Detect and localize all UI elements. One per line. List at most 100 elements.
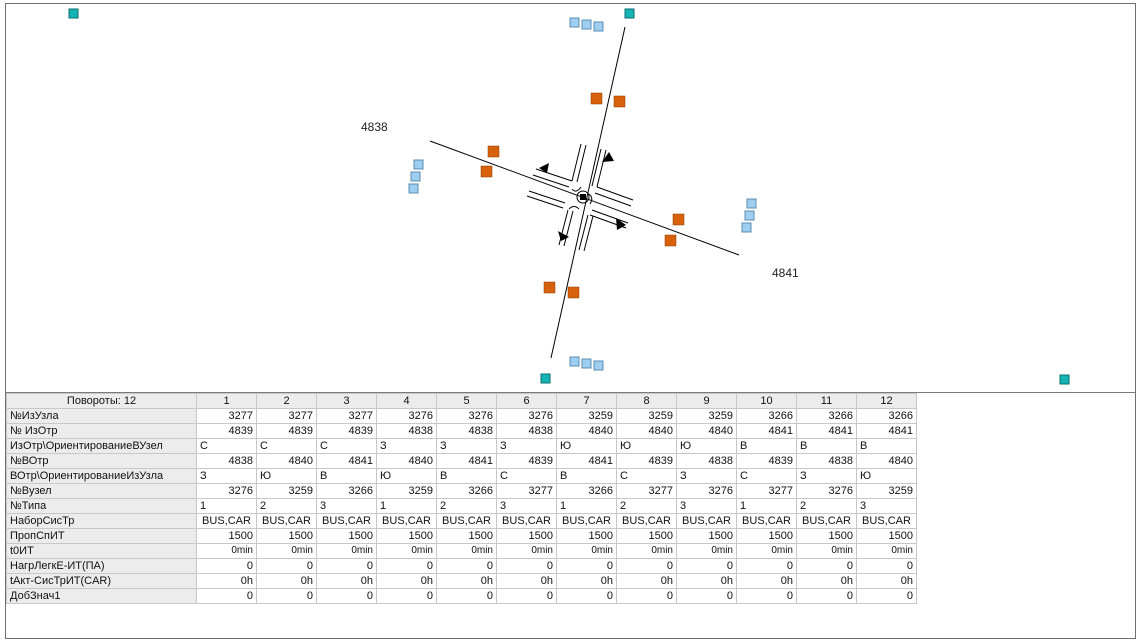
- table-cell[interactable]: 0: [196, 558, 257, 574]
- table-cell[interactable]: 4840: [616, 423, 677, 439]
- table-cell[interactable]: 0: [736, 588, 797, 604]
- table-cell[interactable]: 0: [316, 588, 377, 604]
- table-row[interactable]: №Типа 1 2 3 1 2 3 1 2 3 1 2 3: [6, 498, 917, 514]
- table-row[interactable]: ДобЗнач1 0 0 0 0 0 0 0 0 0 0 0 0: [6, 588, 917, 604]
- table-cell[interactable]: З: [376, 438, 437, 454]
- table-cell[interactable]: 3277: [316, 408, 377, 424]
- table-cell[interactable]: 0h: [736, 573, 797, 589]
- table-cell[interactable]: 4839: [496, 453, 557, 469]
- table-cell[interactable]: 1500: [316, 528, 377, 544]
- table-cell[interactable]: 0: [556, 558, 617, 574]
- table-cell[interactable]: Ю: [256, 468, 317, 484]
- table-cell[interactable]: 3276: [796, 483, 857, 499]
- table-cell[interactable]: З: [796, 468, 857, 484]
- table-cell[interactable]: Ю: [376, 468, 437, 484]
- table-cell[interactable]: 4841: [556, 453, 617, 469]
- connector-squares[interactable]: [480, 92, 685, 299]
- table-cell[interactable]: BUS,CAR: [496, 513, 557, 529]
- table-cell[interactable]: 0: [376, 558, 437, 574]
- table-cell[interactable]: 0h: [436, 573, 497, 589]
- column-header-2[interactable]: 2: [256, 393, 317, 409]
- table-cell[interactable]: 2: [436, 498, 497, 514]
- table-cell[interactable]: 3277: [256, 408, 317, 424]
- table-cell[interactable]: 0h: [616, 573, 677, 589]
- table-cell[interactable]: 4839: [316, 423, 377, 439]
- table-cell[interactable]: BUS,CAR: [316, 513, 377, 529]
- column-header-5[interactable]: 5: [436, 393, 497, 409]
- table-cell[interactable]: 3266: [736, 408, 797, 424]
- table-cell[interactable]: 4841: [316, 453, 377, 469]
- table-cell[interactable]: 3: [316, 498, 377, 514]
- table-cell[interactable]: 1500: [736, 528, 797, 544]
- table-cell[interactable]: 4840: [376, 453, 437, 469]
- link-line-north-south[interactable]: [550, 26, 626, 359]
- table-cell[interactable]: 0min: [736, 543, 797, 559]
- table-cell[interactable]: 0min: [556, 543, 617, 559]
- table-cell[interactable]: 1500: [376, 528, 437, 544]
- table-cell[interactable]: В: [856, 438, 917, 454]
- table-cell[interactable]: 3259: [676, 408, 737, 424]
- table-cell[interactable]: З: [196, 468, 257, 484]
- table-cell[interactable]: 1500: [256, 528, 317, 544]
- table-cell[interactable]: 1500: [556, 528, 617, 544]
- table-cell[interactable]: BUS,CAR: [616, 513, 677, 529]
- table-cell[interactable]: 0: [436, 588, 497, 604]
- table-cell[interactable]: 4841: [436, 453, 497, 469]
- table-cell[interactable]: 0: [496, 588, 557, 604]
- table-cell[interactable]: 3259: [616, 408, 677, 424]
- table-row[interactable]: ВОтр\ОриентированиеИзУзла З Ю В Ю В С В С З С З Ю: [6, 468, 917, 484]
- table-cell[interactable]: В: [436, 468, 497, 484]
- table-cell[interactable]: 0min: [436, 543, 497, 559]
- table-cell[interactable]: 0h: [496, 573, 557, 589]
- table-cell[interactable]: BUS,CAR: [376, 513, 437, 529]
- network-map-view[interactable]: 4838 4841: [6, 4, 1135, 393]
- table-row[interactable]: ИзОтр\ОриентированиеВУзел С С С З З З Ю Ю Ю В В В: [6, 438, 917, 454]
- table-cell[interactable]: 4839: [256, 423, 317, 439]
- table-cell[interactable]: 1: [736, 498, 797, 514]
- table-cell[interactable]: 4838: [196, 453, 257, 469]
- table-cell[interactable]: BUS,CAR: [556, 513, 617, 529]
- turns-table[interactable]: Повороты: 12 1 2 3 4 5 6 7 8 9 10 11 12 №ИзУзла 3277…: [6, 393, 917, 604]
- node-stack-right[interactable]: [741, 198, 757, 233]
- table-cell[interactable]: 3266: [796, 408, 857, 424]
- table-cell[interactable]: 0min: [496, 543, 557, 559]
- table-cell[interactable]: 1500: [496, 528, 557, 544]
- table-cell[interactable]: 4838: [376, 423, 437, 439]
- table-cell[interactable]: З: [436, 438, 497, 454]
- table-cell[interactable]: З: [676, 468, 737, 484]
- zone-square[interactable]: [1059, 374, 1070, 385]
- table-cell[interactable]: 0min: [796, 543, 857, 559]
- table-cell[interactable]: 3266: [436, 483, 497, 499]
- table-cell[interactable]: 3276: [676, 483, 737, 499]
- table-row[interactable]: №ИзУзла 3277 3277 3277 3276 3276 3276 3259 3259 3…: [6, 408, 917, 424]
- table-cell[interactable]: 0: [256, 588, 317, 604]
- table-cell[interactable]: 3259: [556, 408, 617, 424]
- table-cell[interactable]: 0: [616, 588, 677, 604]
- table-cell[interactable]: 0: [196, 588, 257, 604]
- table-cell[interactable]: BUS,CAR: [676, 513, 737, 529]
- table-cell[interactable]: 4841: [796, 423, 857, 439]
- table-cell[interactable]: 0h: [256, 573, 317, 589]
- table-row[interactable]: t0ИТ 0min 0min 0min 0min 0min 0min 0min 0min 0min…: [6, 543, 917, 559]
- zone-square[interactable]: [540, 373, 551, 384]
- table-cell[interactable]: 4840: [856, 453, 917, 469]
- node-stack-bottom[interactable]: [569, 356, 604, 371]
- table-cell[interactable]: 1: [376, 498, 437, 514]
- table-row[interactable]: НагрЛегкЕ-ИТ(ПА) 0 0 0 0 0 0 0 0 0 0 0 0: [6, 558, 917, 574]
- node-stack-top[interactable]: [569, 17, 604, 32]
- table-cell[interactable]: 0h: [676, 573, 737, 589]
- table-cell[interactable]: 3276: [376, 408, 437, 424]
- table-cell[interactable]: 0min: [676, 543, 737, 559]
- table-cell[interactable]: 3276: [196, 483, 257, 499]
- table-cell[interactable]: 3259: [856, 483, 917, 499]
- table-cell[interactable]: BUS,CAR: [436, 513, 497, 529]
- table-cell[interactable]: 0min: [616, 543, 677, 559]
- table-cell[interactable]: 0min: [316, 543, 377, 559]
- table-cell[interactable]: 0: [316, 558, 377, 574]
- table-cell[interactable]: 0: [376, 588, 437, 604]
- table-cell[interactable]: 0min: [196, 543, 257, 559]
- table-cell[interactable]: BUS,CAR: [856, 513, 917, 529]
- column-header-9[interactable]: 9: [676, 393, 737, 409]
- table-cell[interactable]: 2: [796, 498, 857, 514]
- table-cell[interactable]: 4840: [556, 423, 617, 439]
